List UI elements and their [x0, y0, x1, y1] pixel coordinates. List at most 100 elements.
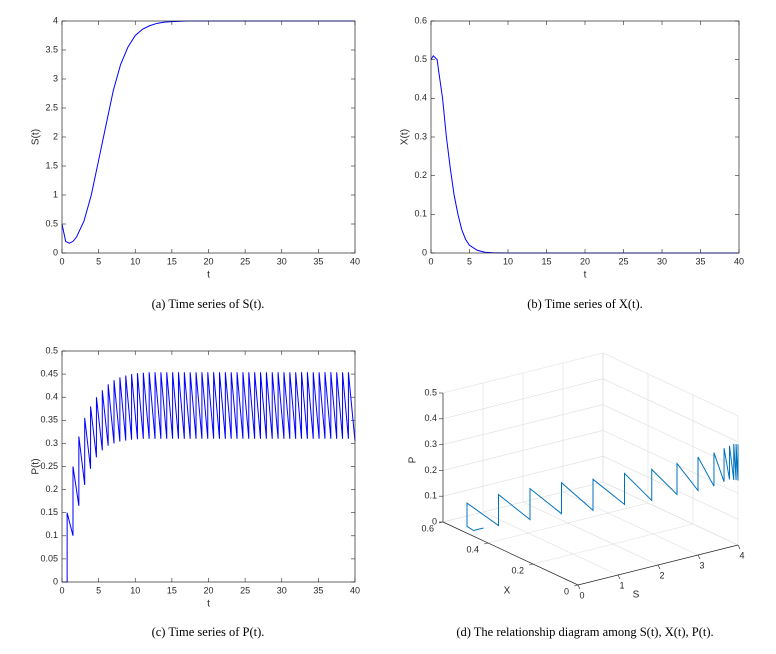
x-tick-mark — [697, 554, 701, 560]
x-tick-label: 30 — [277, 585, 287, 595]
y-tick-mark — [528, 563, 534, 566]
grid-line — [442, 481, 604, 523]
x-tick-label: 30 — [657, 256, 667, 266]
x-tick-label: 40 — [350, 256, 360, 266]
y-tick-label: 2 — [53, 131, 58, 141]
x-tick-label: 0 — [59, 585, 64, 595]
y-tick-label: 0.2 — [45, 484, 58, 494]
x-axis-label: t — [207, 270, 210, 281]
y-axis-label: X — [504, 586, 511, 597]
axes-box — [61, 350, 356, 583]
y-tick-mark — [573, 584, 579, 587]
x-tick-label: 0 — [428, 256, 433, 266]
y-tick-label: 0 — [422, 247, 427, 257]
x-tick-label: 15 — [167, 256, 177, 266]
x-axis-label: t — [584, 270, 587, 281]
y-tick-label: 0.5 — [45, 218, 58, 228]
x-tick-label: 25 — [240, 585, 250, 595]
y-tick-label: 0.4 — [414, 93, 427, 103]
z-tick-label: 0.5 — [424, 387, 437, 397]
x-tick-label: 20 — [203, 585, 213, 595]
grid-line — [487, 502, 649, 544]
x-tick-label: 40 — [350, 585, 360, 595]
y-tick-label: 0.45 — [40, 368, 58, 378]
x-tick-mark — [617, 574, 621, 580]
y-tick-label: 0.4 — [466, 544, 479, 554]
y-tick-label: 1 — [53, 189, 58, 199]
x-tick-label: 5 — [96, 256, 101, 266]
y-tick-label: 0.2 — [414, 170, 427, 180]
x-tick-label: 10 — [130, 256, 140, 266]
x-axis-label: t — [207, 599, 210, 610]
x-tick-mark — [577, 584, 581, 590]
x-tick-label: 25 — [618, 256, 628, 266]
y-tick-label: 3 — [53, 73, 58, 83]
x-tick-label: 35 — [313, 256, 323, 266]
x-tick-label: 35 — [695, 256, 705, 266]
data-line — [62, 372, 356, 583]
x-tick-label: 0 — [579, 590, 584, 600]
y-tick-label: 0.1 — [45, 530, 58, 540]
x-tick-label: 10 — [130, 585, 140, 595]
y-tick-label: 0.1 — [414, 209, 427, 219]
caption: (c) Time series of P(t). — [152, 625, 265, 639]
y-tick-label: 0.2 — [511, 565, 524, 575]
z-tick-label: 0.4 — [424, 413, 437, 423]
grid-line — [442, 404, 604, 445]
x-tick-label: 10 — [503, 256, 513, 266]
y-tick-label: 0 — [53, 576, 58, 586]
grid-line — [442, 378, 604, 420]
y-axis-label: S(t) — [31, 129, 42, 145]
y-tick-label: 0.35 — [40, 415, 58, 425]
y-tick-label: 0.05 — [40, 553, 58, 563]
grid-line — [562, 491, 699, 556]
y-tick-label: 0.3 — [45, 438, 58, 448]
y-tick-label: 0 — [53, 247, 58, 257]
y-tick-label: 2.5 — [45, 102, 58, 112]
grid-line — [442, 430, 604, 471]
x-tick-label: 5 — [467, 256, 472, 266]
z-axis-label: P — [408, 456, 419, 463]
x-tick-mark — [657, 564, 661, 570]
grid-line — [602, 378, 739, 443]
y-tick-label: 0.6 — [414, 15, 427, 25]
y-tick-mark — [483, 542, 489, 545]
z-tick-label: 0.1 — [424, 491, 437, 501]
grid-line — [602, 481, 739, 546]
x-tick-label: 2 — [659, 570, 664, 580]
y-axis-label: X(t) — [400, 129, 411, 145]
grid-line — [602, 352, 739, 417]
y-tick-label: 0.25 — [40, 461, 58, 471]
z-tick-label: 0 — [432, 516, 437, 526]
x-tick-label: 3 — [699, 560, 704, 570]
y-tick-label: 0.5 — [45, 345, 58, 355]
x-tick-mark — [737, 544, 741, 550]
x-tick-label: 40 — [734, 256, 744, 266]
x-tick-label: 20 — [580, 256, 590, 266]
caption: (a) Time series of S(t). — [152, 297, 265, 311]
plot-area — [62, 21, 355, 253]
y-tick-label: 0 — [564, 586, 569, 596]
caption: (b) Time series of X(t). — [527, 297, 643, 311]
y-tick-label: 0.6 — [421, 523, 434, 533]
y-tick-label: 0.15 — [40, 507, 58, 517]
x-tick-label: 5 — [96, 585, 101, 595]
y-tick-label: 0.5 — [414, 54, 427, 64]
x-tick-label: 20 — [203, 256, 213, 266]
plot-area — [431, 21, 739, 253]
x-tick-label: 30 — [277, 256, 287, 266]
z-tick-label: 0.3 — [424, 439, 437, 449]
y-tick-label: 4 — [53, 15, 58, 25]
x-axis-label: S — [633, 590, 640, 601]
x-tick-label: 35 — [313, 585, 323, 595]
x-tick-label: 25 — [240, 256, 250, 266]
plot-area — [62, 351, 355, 582]
x-tick-label: 15 — [541, 256, 551, 266]
y-tick-label: 3.5 — [45, 44, 58, 54]
grid-line — [602, 430, 739, 494]
x-tick-label: 4 — [739, 550, 744, 560]
axis-line — [442, 521, 579, 586]
x-tick-label: 0 — [59, 256, 64, 266]
z-tick-label: 0.2 — [424, 465, 437, 475]
